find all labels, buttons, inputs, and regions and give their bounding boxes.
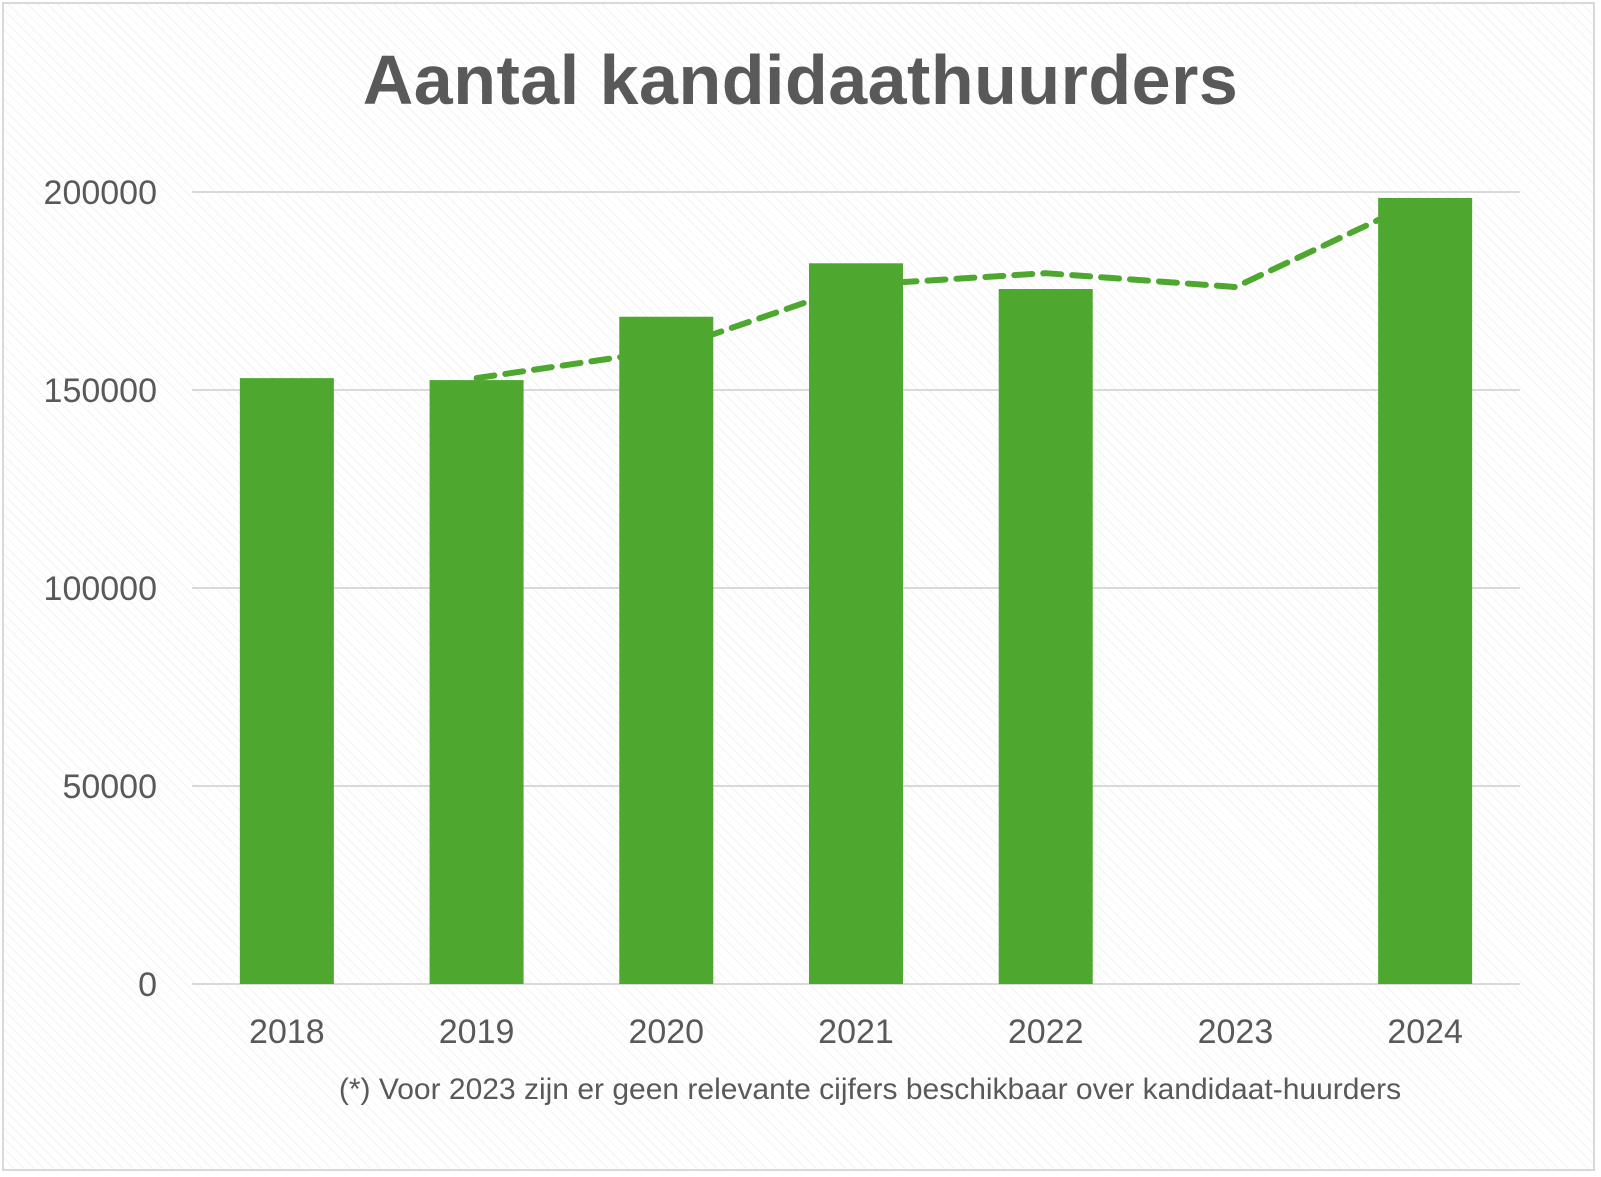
y-tick-label: 50000 [62, 768, 157, 806]
bars [239, 197, 1473, 985]
x-tick-label: 2021 [818, 1013, 894, 1051]
x-tick-label: 2019 [439, 1013, 515, 1051]
x-axis-ticks: 2018 2019 2020 2021 2022 2023 2024 [249, 1013, 1463, 1051]
x-tick-label: 2024 [1387, 1013, 1463, 1051]
y-tick-label: 100000 [44, 570, 157, 608]
bar [1378, 197, 1473, 984]
y-tick-label: 150000 [44, 372, 157, 410]
bar [429, 380, 524, 985]
x-tick-label: 2020 [628, 1013, 704, 1051]
y-tick-label: 0 [138, 966, 157, 1004]
y-axis-ticks: 0 50000 100000 150000 200000 [44, 174, 157, 1004]
x-tick-label: 2022 [1008, 1013, 1084, 1051]
chart-footnote: (*) Voor 2023 zijn er geen relevante cij… [338, 1073, 1402, 1106]
x-tick-label: 2018 [249, 1013, 325, 1051]
chart-title: Aantal kandidaathuurders [362, 41, 1239, 119]
bar [809, 263, 903, 984]
x-tick-label: 2023 [1198, 1013, 1274, 1051]
bar [619, 316, 714, 984]
trend-line-path [473, 194, 1429, 382]
y-tick-label: 200000 [44, 174, 157, 212]
bar [239, 378, 334, 984]
trend-line [473, 194, 1429, 382]
bar [998, 289, 1093, 984]
